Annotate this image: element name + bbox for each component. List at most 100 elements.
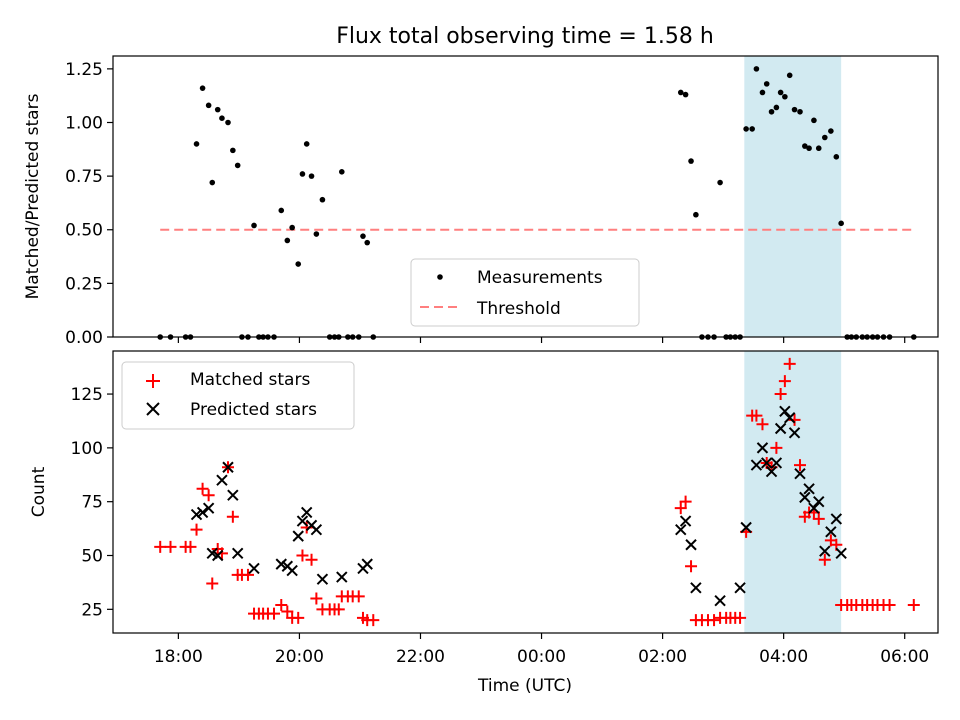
predicted-star-point: [690, 582, 702, 594]
matched-star-point: [770, 441, 783, 454]
measurement-point: [313, 231, 320, 237]
measurement-point: [319, 196, 326, 203]
measurement-point: [364, 239, 371, 246]
matched-star-point: [215, 547, 228, 560]
measurement-point: [797, 108, 803, 115]
measurement-point: [693, 211, 699, 218]
measurement-point: [251, 222, 257, 229]
matched-stars-points: [154, 357, 920, 627]
measurement-point: [360, 233, 366, 239]
measurement-point: [299, 171, 306, 177]
predicted-star-point: [336, 571, 348, 583]
measurement-point: [205, 102, 212, 109]
measurement-point: [214, 106, 221, 113]
bottom-panel: 25 50 75 100 125 18:00 20:00 22:00 00:00 02:00 04…: [29, 350, 939, 696]
measurement-point: [682, 91, 689, 98]
measurement-point: [773, 104, 780, 111]
bottom-ytick-label: 75: [81, 493, 103, 513]
predicted-star-point: [286, 564, 298, 577]
measurement-point: [303, 141, 310, 147]
xtick-label: 04:00: [759, 647, 808, 667]
bottom-y-ticks: 25 50 75 100 125: [71, 385, 113, 620]
predicted-star-point: [734, 582, 746, 594]
predicted-star-point: [788, 427, 801, 439]
matched-star-point: [793, 459, 806, 472]
top-y-ticks: 0.00 0.25 0.50 0.75 1.00 1.25: [65, 60, 113, 348]
measurement-point: [284, 237, 291, 244]
matched-star-point: [268, 607, 281, 620]
matched-star-point: [196, 482, 209, 495]
matched-star-point: [281, 605, 294, 618]
measurement-point: [806, 145, 812, 152]
legend-predicted-label: Predicted stars: [190, 400, 317, 420]
top-legend: Measurements Threshold: [410, 258, 640, 327]
legend-threshold-label: Threshold: [476, 299, 561, 319]
predicted-star-point: [819, 545, 831, 557]
measurement-point: [822, 134, 828, 141]
predicted-star-point: [361, 558, 373, 570]
measurement-point: [199, 85, 206, 91]
measurement-point: [219, 115, 225, 122]
xtick-label: 06:00: [880, 647, 929, 667]
bottom-axes-frame: [112, 350, 939, 634]
predicted-star-point: [813, 495, 825, 508]
measurement-point: [230, 147, 236, 154]
matched-star-point: [750, 409, 763, 422]
predicted-star-point: [296, 515, 309, 527]
bottom-legend: Matched stars Predicted stars: [121, 361, 355, 430]
predicted-star-point: [292, 530, 304, 542]
matched-star-point: [164, 540, 177, 553]
measurement-point: [828, 128, 834, 134]
top-ytick-label: 0.50: [65, 221, 103, 241]
predicted-star-point: [770, 457, 783, 469]
matched-star-point: [332, 603, 345, 616]
predicted-star-point: [756, 442, 769, 454]
measurement-point: [295, 261, 302, 267]
top-legend-box: [410, 258, 640, 327]
matched-star-point: [778, 375, 791, 388]
bottom-ytick-label: 25: [81, 600, 103, 620]
bottom-x-ticks: 18:00 20:00 22:00 00:00 02:00 04:00 06:00: [154, 633, 929, 667]
matched-star-point: [907, 599, 920, 612]
top-panel: 0.00 0.25 0.50 0.75 1.00 1.25 Matched/Predict…: [23, 55, 939, 348]
matched-star-point: [184, 540, 197, 553]
predicted-star-point: [774, 422, 787, 435]
measurement-point: [338, 169, 345, 175]
matched-star-point: [226, 510, 239, 523]
top-observing-window-shade: [744, 56, 842, 337]
measurement-point: [278, 207, 285, 214]
matched-star-point: [310, 592, 323, 605]
predicted-star-point: [231, 547, 244, 560]
predicted-star-point: [300, 506, 313, 519]
matched-star-point: [818, 553, 831, 566]
legend-measurements-label: Measurements: [477, 268, 603, 288]
predicted-star-point: [196, 506, 209, 519]
measurement-point: [768, 108, 775, 115]
x-axis-label: Time (UTC): [477, 676, 572, 696]
bottom-ytick-label: 50: [81, 547, 103, 567]
chart-title: Flux total observing time = 1.58 h: [336, 24, 714, 49]
measurement-point: [193, 141, 200, 147]
predicted-star-point: [714, 595, 726, 607]
predicted-star-point: [248, 562, 260, 575]
matched-star-point: [708, 614, 721, 627]
measurement-point: [791, 106, 798, 113]
predicted-star-point: [808, 502, 820, 514]
top-ytick-label: 1.25: [65, 60, 103, 80]
matched-star-point: [190, 523, 203, 536]
matched-star-point: [305, 553, 318, 566]
predicted-star-point: [740, 521, 752, 534]
measurement-point: [289, 224, 295, 231]
predicted-star-point: [835, 547, 847, 560]
matched-star-point: [296, 549, 309, 562]
predicted-star-point: [202, 502, 215, 514]
top-ytick-label: 0.00: [65, 328, 103, 348]
measurement-point: [782, 93, 788, 100]
measurement-point: [743, 126, 749, 132]
predicted-star-point: [675, 523, 687, 536]
measurement-point: [234, 162, 241, 169]
matched-star-point: [241, 568, 254, 581]
measurement-point: [802, 143, 808, 149]
matched-star-point: [275, 599, 288, 612]
